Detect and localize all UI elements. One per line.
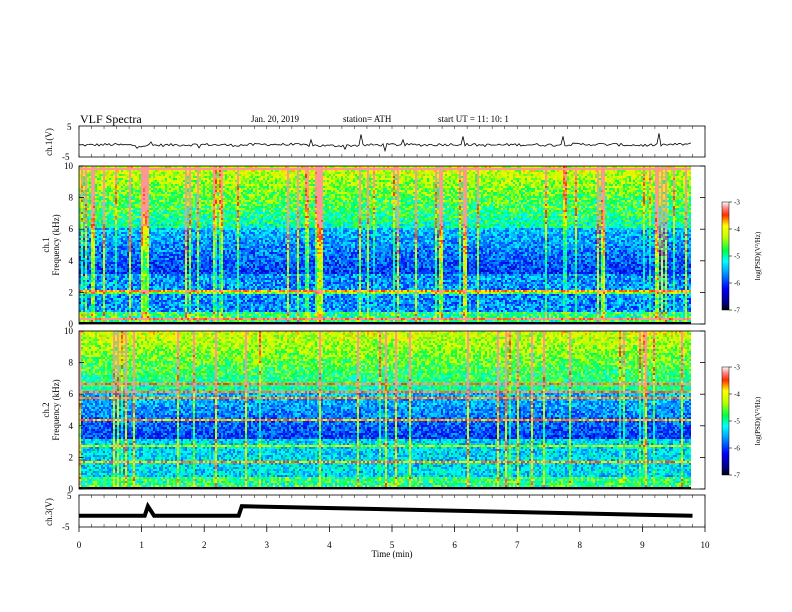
ch2-frequency-axis-label: Frequency (kHz) [51,379,61,440]
frequency-tick-label: 2 [69,452,74,462]
time-axis-tick-label: 4 [327,540,332,550]
ch1-waveform-panel: 5 -5 ch.1(V) [44,122,705,162]
time-axis-tick-label: 1 [139,540,144,550]
colorbar-tick-label: -6 [734,280,740,288]
ch3-ytick-bottom: -5 [62,522,70,532]
station-label: station= ATH [343,114,392,124]
ch1-frequency-axis-label: Frequency (kHz) [51,214,61,275]
figure-title: VLF Spectra [80,112,142,126]
ch3-waveform-panel: 5 -5 ch.3(V) [44,491,705,532]
ch2-channel-label: ch.2 [41,402,51,417]
colorbar-tick-label: -6 [734,445,740,453]
colorbar-tick-label: -7 [734,472,740,480]
ch1-ytick-top: 5 [67,122,72,132]
frequency-tick-label: 8 [69,193,74,203]
colorbar-tick-label: -7 [734,307,740,315]
time-axis-label: Time (min) [372,549,413,559]
frequency-tick-label: 6 [69,224,74,234]
ch1-colorbar-gradient [722,202,729,310]
frequency-tick-label: 6 [69,389,74,399]
ch1-panel-frame [79,126,705,157]
frequency-tick-label: 2 [69,287,74,297]
start-time-label: start UT = 11: 10: 1 [438,114,509,124]
time-axis-tick-label: 0 [77,540,82,550]
frequency-tick-label: 4 [69,256,74,266]
ch2-colorbar-label: log(PSD)(V²/Hz) [754,396,762,445]
ch3-ylabel: ch.3(V) [44,498,54,526]
ch1-colorbar-label: log(PSD)(V²/Hz) [754,231,762,280]
ch3-ytick-top: 5 [67,491,72,501]
colorbar-tick-label: -5 [734,253,740,261]
date-label: Jan. 20, 2019 [251,114,299,124]
ch3-waveform-line [79,506,693,516]
ch1-channel-label: ch.1 [41,237,51,252]
ch1-waveform-line [79,133,691,151]
colorbar-tick-label: -4 [734,391,740,399]
colorbar-tick-label: -5 [734,418,740,426]
frequency-tick-label: 8 [69,358,74,368]
time-axis-tick-label: 6 [452,540,457,550]
ch1-ylabel: ch.1(V) [44,128,54,156]
time-axis-tick-label: 2 [202,540,207,550]
frequency-tick-label: 4 [69,421,74,431]
ch1-colorbar: -3 -4 -5 -6 -7 log(PSD)(V²/Hz) [722,199,762,315]
colorbar-tick-label: -3 [734,364,740,372]
time-axis-tick-label: 3 [265,540,270,550]
colorbar-tick-label: -4 [734,226,740,234]
ch2-colorbar-gradient [722,367,729,475]
time-axis-tick-label: 8 [578,540,583,550]
time-axis-tick-label: 7 [515,540,520,550]
time-axis-tick-label: 10 [701,540,711,550]
ch2-spectrogram-image [79,331,705,489]
frequency-tick-label: 10 [64,326,74,336]
colorbar-tick-label: -3 [734,199,740,207]
ch1-spectrogram-image [79,166,705,324]
time-axis-tick-label: 9 [640,540,645,550]
ch2-colorbar: -3 -4 -5 -6 -7 log(PSD)(V²/Hz) [722,364,762,480]
frequency-tick-label: 10 [64,161,74,171]
